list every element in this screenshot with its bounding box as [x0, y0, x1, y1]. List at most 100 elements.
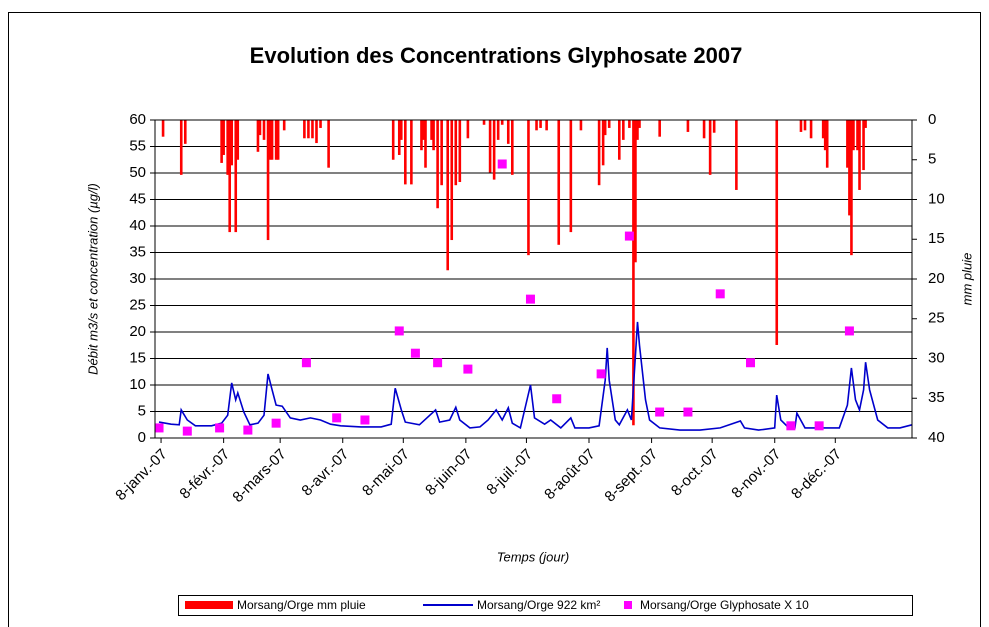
rain-bar: [636, 120, 639, 140]
chart-title: Evolution des Concentrations Glyphosate …: [250, 43, 743, 68]
glyphosate-point: [301, 358, 311, 368]
rain-bar: [234, 120, 238, 233]
legend-label: Morsang/Orge mm pluie: [237, 598, 366, 612]
rain-bar: [450, 120, 454, 241]
rain-bar: [601, 120, 605, 166]
rain-bar: [775, 120, 779, 345]
rain-bar: [803, 120, 807, 131]
rain-bar: [848, 120, 851, 216]
rain-bar: [638, 120, 641, 128]
glyphosate-point: [463, 364, 473, 374]
glyphosate-point: [433, 358, 443, 368]
glyphosate-point: [360, 415, 370, 425]
rain-bar: [825, 120, 829, 168]
rain-bar: [436, 120, 439, 209]
rain-bar: [632, 120, 635, 426]
rain-bar: [420, 120, 423, 151]
rain-bar: [702, 120, 706, 139]
rain-bar: [712, 120, 716, 133]
rain-bar: [557, 120, 561, 245]
y-tick-label: 55: [129, 137, 146, 154]
glyphosate-point: [715, 289, 725, 299]
glyphosate-point: [844, 326, 854, 336]
y2-tick-label: 20: [928, 270, 945, 287]
rain-bar: [597, 120, 601, 186]
glyphosate-point: [154, 423, 164, 433]
rain-bar: [274, 120, 278, 160]
y2-tick-label: 25: [928, 310, 945, 327]
rain-bar: [482, 120, 486, 125]
rain-bar: [500, 120, 504, 125]
legend-swatch: [624, 601, 632, 609]
y2-axis-label: mm pluie: [959, 253, 974, 306]
glyphosate-point: [394, 326, 404, 336]
glyphosate-point: [746, 358, 756, 368]
rain-bar: [628, 120, 631, 128]
y-tick-label: 60: [129, 111, 146, 128]
rain-bar: [268, 120, 272, 160]
glyphosate-point: [786, 421, 796, 431]
rain-bar: [258, 120, 262, 136]
glyphosate-point: [596, 369, 606, 379]
rain-bar: [852, 120, 855, 151]
rain-bar: [404, 120, 407, 185]
rain-bar: [266, 120, 270, 241]
rain-bar: [539, 120, 542, 128]
glyphosate-point: [215, 423, 225, 433]
rain-bar: [230, 120, 234, 166]
rain-bar: [488, 120, 492, 173]
rain-bar: [579, 120, 583, 131]
chart-frame: [8, 12, 981, 627]
rain-bar: [422, 120, 425, 140]
rain-bar: [458, 120, 462, 183]
rain-bar: [220, 120, 223, 163]
y2-tick-label: 40: [928, 429, 945, 446]
rain-bar: [658, 120, 661, 137]
rain-bar: [311, 120, 314, 139]
y2-tick-label: 0: [928, 111, 936, 128]
rain-bar: [228, 120, 231, 233]
rain-bar: [446, 120, 450, 271]
rain-bar: [222, 120, 225, 155]
y-tick-label: 45: [129, 190, 146, 207]
rain-bar: [527, 120, 530, 256]
rain-bar: [397, 120, 401, 155]
rain-bar: [454, 120, 458, 186]
glyphosate-point: [814, 421, 824, 431]
glyphosate-point: [182, 426, 192, 436]
glyphosate-point: [552, 394, 562, 404]
glyphosate-point: [410, 348, 420, 358]
legend-label: Morsang/Orge 922 km²: [477, 598, 600, 612]
rain-bar: [424, 120, 427, 168]
glyphosate-point: [271, 418, 281, 428]
glyphosate-point: [497, 159, 507, 169]
y-tick-label: 20: [129, 323, 146, 340]
rain-bar: [270, 120, 274, 160]
rain-bar: [809, 120, 813, 139]
y-tick-label: 50: [129, 164, 146, 181]
y-axis-label: Débit m3/s et concentration (µg/l): [85, 183, 100, 375]
rain-bar: [535, 120, 538, 131]
rain-bar: [226, 120, 229, 175]
rain-bar: [686, 120, 690, 132]
legend-box: [178, 595, 913, 616]
rain-bar: [569, 120, 573, 233]
rain-bar: [161, 120, 165, 137]
rain-bar: [850, 120, 853, 256]
rain-bar: [735, 120, 738, 190]
rain-bar: [708, 120, 712, 175]
rain-bar: [276, 120, 280, 160]
y2-tick-label: 15: [928, 230, 945, 247]
rain-bar: [327, 120, 330, 168]
y2-tick-label: 35: [928, 389, 945, 406]
y-tick-label: 40: [129, 217, 146, 234]
y-tick-label: 10: [129, 376, 146, 393]
glyphosate-point: [525, 294, 535, 304]
rain-bar: [282, 120, 286, 131]
glyphosate-point: [624, 231, 634, 241]
rain-bar: [307, 120, 310, 139]
rain-bar: [603, 120, 607, 136]
rain-bar: [858, 120, 861, 190]
rain-bar: [864, 120, 867, 128]
